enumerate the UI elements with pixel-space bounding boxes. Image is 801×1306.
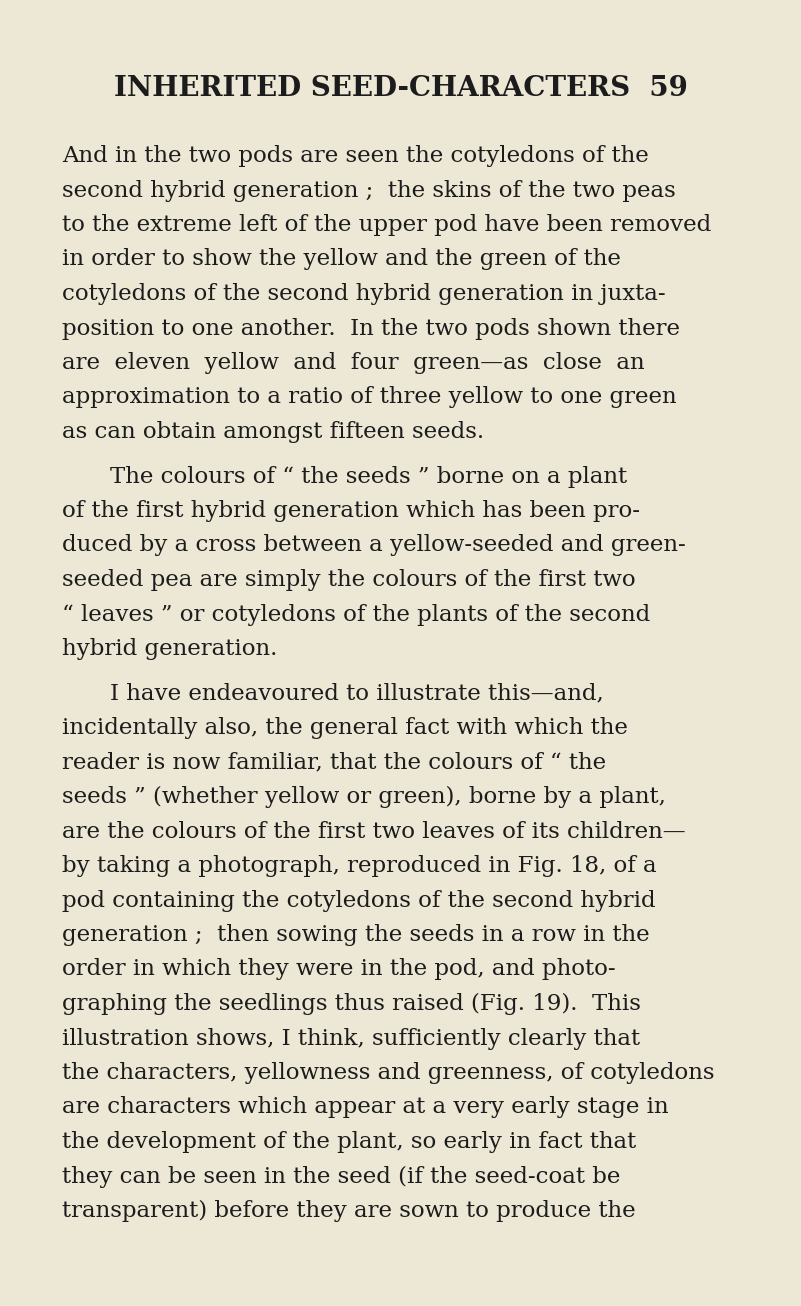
Text: are the colours of the first two leaves of its children—: are the colours of the first two leaves … <box>62 820 686 842</box>
Text: second hybrid generation ;  the skins of the two peas: second hybrid generation ; the skins of … <box>62 179 676 201</box>
Text: the characters, yellowness and greenness, of cotyledons: the characters, yellowness and greenness… <box>62 1062 714 1084</box>
Text: The colours of “ the seeds ” borne on a plant: The colours of “ the seeds ” borne on a … <box>110 465 627 487</box>
Text: hybrid generation.: hybrid generation. <box>62 639 277 660</box>
Text: seeds ” (whether yellow or green), borne by a plant,: seeds ” (whether yellow or green), borne… <box>62 786 666 808</box>
Text: approximation to a ratio of three yellow to one green: approximation to a ratio of three yellow… <box>62 387 677 409</box>
Text: INHERITED SEED-CHARACTERS  59: INHERITED SEED-CHARACTERS 59 <box>114 74 687 102</box>
Text: transparent) before they are sown to produce the: transparent) before they are sown to pro… <box>62 1200 636 1222</box>
Text: to the extreme left of the upper pod have been removed: to the extreme left of the upper pod hav… <box>62 214 711 236</box>
Text: position to one another.  In the two pods shown there: position to one another. In the two pods… <box>62 317 680 340</box>
Text: they can be seen in the seed (if the seed-coat be: they can be seen in the seed (if the see… <box>62 1165 621 1187</box>
Text: illustration shows, I think, sufficiently clearly that: illustration shows, I think, sufficientl… <box>62 1028 640 1050</box>
Text: I have endeavoured to illustrate this—and,: I have endeavoured to illustrate this—an… <box>110 683 604 704</box>
Text: pod containing the cotyledons of the second hybrid: pod containing the cotyledons of the sec… <box>62 889 656 912</box>
Text: duced by a cross between a yellow-seeded and green-: duced by a cross between a yellow-seeded… <box>62 534 686 556</box>
Text: as can obtain amongst fifteen seeds.: as can obtain amongst fifteen seeds. <box>62 421 484 443</box>
Text: reader is now familiar, that the colours of “ the: reader is now familiar, that the colours… <box>62 751 606 773</box>
Text: seeded pea are simply the colours of the first two: seeded pea are simply the colours of the… <box>62 569 636 592</box>
Text: graphing the seedlings thus raised (Fig. 19).  This: graphing the seedlings thus raised (Fig.… <box>62 993 641 1015</box>
Text: are characters which appear at a very early stage in: are characters which appear at a very ea… <box>62 1097 669 1118</box>
Text: are  eleven  yellow  and  four  green—as  close  an: are eleven yellow and four green—as clos… <box>62 353 645 374</box>
Text: incidentally also, the general fact with which the: incidentally also, the general fact with… <box>62 717 628 739</box>
Text: “ leaves ” or cotyledons of the plants of the second: “ leaves ” or cotyledons of the plants o… <box>62 603 650 626</box>
Text: the development of the plant, so early in fact that: the development of the plant, so early i… <box>62 1131 636 1153</box>
Text: generation ;  then sowing the seeds in a row in the: generation ; then sowing the seeds in a … <box>62 925 650 946</box>
Text: by taking a photograph, reproduced in Fig. 18, of a: by taking a photograph, reproduced in Fi… <box>62 855 657 878</box>
Text: And in the two pods are seen the cotyledons of the: And in the two pods are seen the cotyled… <box>62 145 649 167</box>
Text: in order to show the yellow and the green of the: in order to show the yellow and the gree… <box>62 248 621 270</box>
Text: order in which they were in the pod, and photo­: order in which they were in the pod, and… <box>62 959 616 981</box>
Text: of the first hybrid generation which has been pro­: of the first hybrid generation which has… <box>62 500 640 522</box>
Text: cotyledons of the second hybrid generation in juxta­: cotyledons of the second hybrid generati… <box>62 283 666 306</box>
